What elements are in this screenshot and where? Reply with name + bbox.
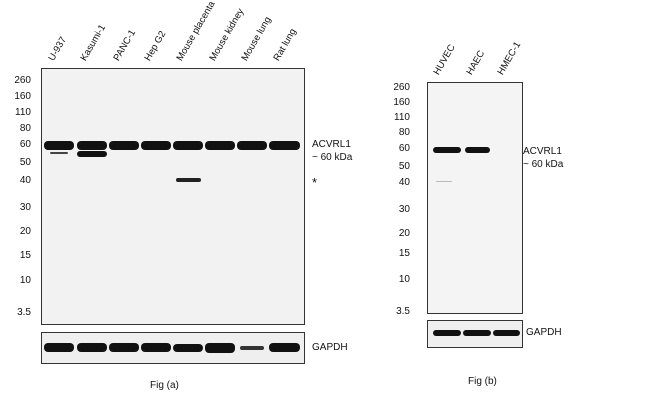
gapdh-band-huvec xyxy=(433,330,461,336)
band-mouse-lung-60kda xyxy=(237,141,267,150)
caption-b: Fig (b) xyxy=(468,376,497,387)
lane-label-u937: U-937 xyxy=(46,35,69,63)
marker-110: 110 xyxy=(15,107,31,118)
marker-20: 20 xyxy=(19,226,31,237)
gapdh-label-b: GAPDH xyxy=(526,327,562,338)
marker-b-10: 10 xyxy=(398,274,410,285)
lane-label-rat-lung: Rat lung xyxy=(271,26,299,63)
nonspecific-asterisk: * xyxy=(312,175,318,190)
lane-label-panc1: PANC-1 xyxy=(111,27,139,64)
gapdh-band-hmec1 xyxy=(493,330,520,336)
marker-10: 10 xyxy=(19,275,31,286)
marker-b-160: 160 xyxy=(393,97,410,108)
marker-b-20: 20 xyxy=(398,228,410,239)
gapdh-band-u937 xyxy=(44,343,74,352)
marker-30: 30 xyxy=(19,202,31,213)
marker-b-15: 15 xyxy=(398,248,410,259)
gapdh-band-rat-lung xyxy=(269,343,300,352)
gapdh-blot-a xyxy=(41,332,305,364)
marker-80: 80 xyxy=(19,123,31,134)
main-blot-a xyxy=(41,68,305,325)
gapdh-band-kasumi1 xyxy=(77,343,107,352)
marker-60: 60 xyxy=(19,139,31,150)
marker-b-40: 40 xyxy=(398,177,410,188)
marker-b-30: 30 xyxy=(398,204,410,215)
gapdh-band-haec xyxy=(463,330,491,336)
band-rat-lung-60kda xyxy=(269,141,300,150)
lane-label-hepg2: Hep G2 xyxy=(142,29,169,63)
gapdh-blot-b xyxy=(427,320,523,348)
target-name-b: ACVRL1 xyxy=(523,146,562,157)
target-size-b: ~ 60 kDa xyxy=(523,159,564,170)
marker-b-50: 50 xyxy=(398,161,410,172)
target-size-a: ~ 60 kDa xyxy=(312,152,353,163)
band-huvec-60kda xyxy=(433,147,461,153)
caption-a: Fig (a) xyxy=(150,380,179,391)
band-hepg2-60kda xyxy=(141,141,171,150)
lane-label-kasumi1: Kasumi-1 xyxy=(78,22,109,63)
marker-160: 160 xyxy=(14,91,31,102)
target-name-a: ACVRL1 xyxy=(312,139,351,150)
lane-label-mouse-lung: Mouse lung xyxy=(239,14,274,64)
target-label-a: ACVRL1 ~ 60 kDa xyxy=(312,138,352,164)
band-haec-60kda xyxy=(465,147,490,153)
band-u937-60kda xyxy=(44,141,74,150)
band-panc1-60kda xyxy=(109,141,139,150)
gapdh-band-hepg2 xyxy=(141,343,171,352)
band-kasumi1-60kda xyxy=(77,141,107,150)
marker-3.5: 3.5 xyxy=(17,307,31,318)
lane-label-huvec: HUVEC xyxy=(431,42,458,77)
marker-260: 260 xyxy=(14,75,31,86)
band-mouse-placenta-40kda xyxy=(176,178,201,182)
band-kasumi1-lower xyxy=(77,151,107,157)
band-mouse-placenta-60kda xyxy=(173,141,203,150)
gapdh-band-mouse-placenta xyxy=(173,344,203,352)
band-mouse-kidney-60kda xyxy=(205,141,235,150)
gapdh-band-mouse-lung xyxy=(240,346,264,350)
marker-15: 15 xyxy=(19,250,31,261)
marker-b-80: 80 xyxy=(398,127,410,138)
band-huvec-faint xyxy=(436,181,452,182)
band-u937-lower xyxy=(50,152,68,154)
marker-40: 40 xyxy=(19,175,31,186)
gapdh-band-panc1 xyxy=(109,343,139,352)
marker-b-3.5: 3.5 xyxy=(396,306,410,317)
marker-50: 50 xyxy=(19,157,31,168)
gapdh-label-a: GAPDH xyxy=(312,342,348,353)
target-label-b: ACVRL1 ~ 60 kDa xyxy=(523,145,563,171)
marker-b-60: 60 xyxy=(398,143,410,154)
marker-b-260: 260 xyxy=(393,82,410,93)
lane-label-hmec1: HMEC-1 xyxy=(495,39,524,77)
main-blot-b xyxy=(427,82,523,314)
gapdh-band-mouse-kidney xyxy=(205,343,235,353)
lane-label-haec: HAEC xyxy=(464,48,488,77)
marker-b-110: 110 xyxy=(394,112,410,123)
